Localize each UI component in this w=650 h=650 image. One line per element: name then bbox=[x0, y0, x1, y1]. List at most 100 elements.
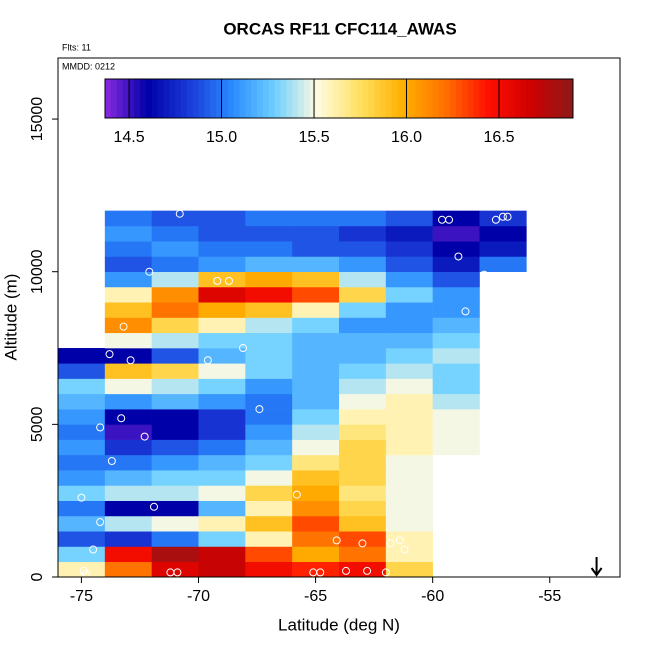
heatmap-cell bbox=[58, 515, 106, 532]
heatmap-cell bbox=[151, 393, 199, 410]
heatmap-cell bbox=[151, 302, 199, 318]
heatmap-cell bbox=[104, 531, 152, 547]
heatmap-cell bbox=[58, 378, 106, 395]
colorbar-segment bbox=[222, 79, 229, 118]
sample-point bbox=[213, 276, 222, 285]
colorbar-segment bbox=[245, 79, 252, 118]
heatmap-cell bbox=[339, 500, 387, 517]
colorbar-segment bbox=[438, 79, 445, 118]
colorbar-segment bbox=[268, 79, 276, 118]
heatmap-cell bbox=[198, 225, 246, 242]
heatmap-cell bbox=[292, 271, 340, 288]
sample-point bbox=[96, 518, 105, 527]
heatmap-cell bbox=[104, 424, 152, 440]
heatmap-cell bbox=[104, 225, 152, 242]
heatmap-cell bbox=[104, 378, 152, 395]
heatmap-cell bbox=[339, 409, 387, 425]
heatmap-cell bbox=[432, 439, 480, 456]
colorbar-segment bbox=[397, 79, 404, 118]
colorbar-segment bbox=[134, 79, 141, 118]
heatmap-cell bbox=[245, 546, 293, 563]
sample-point bbox=[107, 456, 116, 465]
heatmap-cell bbox=[245, 424, 293, 440]
sample-point bbox=[150, 502, 159, 511]
heatmap-cell bbox=[198, 500, 246, 517]
heatmap-cell bbox=[58, 439, 106, 456]
heatmap-cell bbox=[339, 302, 387, 318]
heatmap-cell bbox=[245, 225, 293, 242]
heatmap-cell bbox=[104, 470, 152, 486]
heatmap-cell bbox=[58, 348, 106, 364]
colorbar-segment bbox=[473, 79, 480, 118]
heatmap-cell bbox=[385, 500, 433, 517]
heatmap-cell bbox=[198, 546, 246, 563]
heatmap-cell bbox=[339, 485, 387, 501]
heatmap-cell bbox=[432, 393, 480, 410]
colorbar-segment bbox=[128, 79, 135, 118]
heatmap-cell bbox=[245, 470, 293, 486]
y-tick-label: 10000 bbox=[29, 249, 46, 294]
sample-point bbox=[358, 539, 367, 548]
colorbar-segment bbox=[420, 79, 428, 118]
colorbar-segment bbox=[233, 79, 240, 118]
colorbar-segment bbox=[175, 79, 182, 118]
heatmap-cell bbox=[198, 348, 246, 364]
heatmap-cell bbox=[58, 363, 106, 379]
heatmap-cell bbox=[385, 256, 433, 273]
sample-point bbox=[400, 545, 409, 554]
x-tick-label: -70 bbox=[187, 588, 210, 605]
colorbar-tick-label: 15.0 bbox=[206, 129, 237, 146]
heatmap-cell bbox=[292, 439, 340, 456]
heatmap-cell bbox=[151, 454, 199, 471]
heatmap-cell bbox=[339, 363, 387, 379]
colorbar-segment bbox=[543, 79, 550, 118]
heatmap-cell bbox=[198, 286, 246, 303]
heatmap-cell bbox=[58, 393, 106, 410]
heatmap-cell bbox=[151, 241, 199, 257]
heatmap-cell bbox=[151, 378, 199, 395]
heatmap-cell bbox=[58, 424, 106, 440]
heatmap-cell bbox=[339, 210, 387, 227]
heatmap-cell bbox=[292, 378, 340, 395]
heatmap-cell bbox=[385, 561, 433, 578]
sample-point bbox=[461, 307, 470, 316]
sample-point bbox=[503, 212, 512, 221]
sample-point bbox=[77, 493, 86, 502]
heatmap-cell bbox=[151, 286, 199, 303]
sample-point bbox=[140, 432, 149, 441]
heatmap-cell bbox=[245, 302, 293, 318]
heatmap-cell bbox=[58, 531, 106, 547]
heatmap-cell bbox=[292, 409, 340, 425]
heatmap-cell bbox=[58, 470, 106, 486]
colorbar-tick-label: 15.5 bbox=[298, 129, 329, 146]
colorbar-segment bbox=[356, 79, 363, 118]
heatmap-cell bbox=[432, 225, 480, 242]
heatmap-cell bbox=[432, 409, 480, 425]
heatmap-cell bbox=[245, 531, 293, 547]
heatmap-cell bbox=[292, 424, 340, 440]
heatmap-cell bbox=[245, 561, 293, 578]
heatmap-cell bbox=[245, 500, 293, 517]
x-tick-label: -75 bbox=[70, 588, 93, 605]
colorbar-segment bbox=[251, 79, 258, 118]
heatmap-cell bbox=[198, 409, 246, 425]
colorbar-segment bbox=[327, 79, 334, 118]
heatmap-cell bbox=[385, 317, 433, 334]
heatmap-cell bbox=[385, 409, 433, 425]
colorbar-tick-label: 16.5 bbox=[483, 129, 514, 146]
colorbar-segment bbox=[391, 79, 398, 118]
heatmap-cell bbox=[292, 241, 340, 257]
heatmap-cell bbox=[151, 271, 199, 288]
chart-title: ORCAS RF11 CFC114_AWAS bbox=[223, 19, 456, 38]
heatmap-cell bbox=[104, 348, 152, 364]
heatmap-cell bbox=[292, 317, 340, 334]
heatmap-cell bbox=[198, 241, 246, 257]
heatmap-cell bbox=[58, 561, 106, 578]
x-tick-label: -65 bbox=[304, 588, 327, 605]
heatmap-cell bbox=[385, 241, 433, 257]
heatmap-cell bbox=[151, 531, 199, 547]
heatmap-cell bbox=[292, 454, 340, 471]
heatmap-cell bbox=[151, 439, 199, 456]
heatmap-cell bbox=[198, 439, 246, 456]
